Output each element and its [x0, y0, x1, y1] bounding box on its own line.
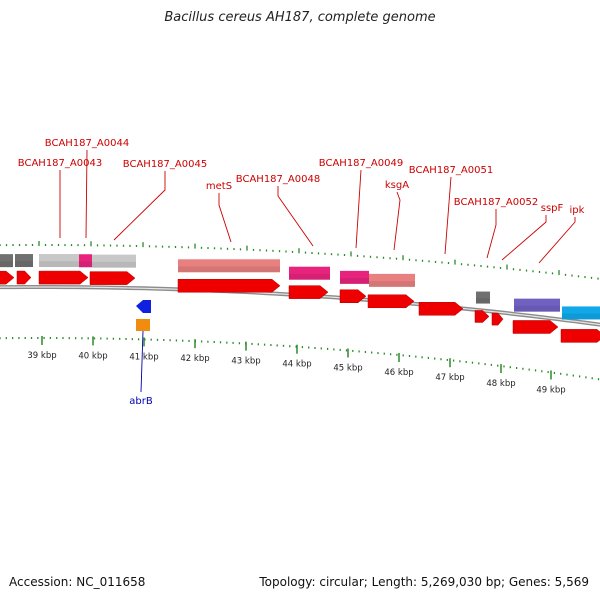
feature-pink-b	[289, 266, 330, 280]
gene-label: ipk	[570, 205, 585, 216]
feature-pink-a	[79, 254, 92, 268]
gene-label: BCAH187_A0048	[236, 174, 320, 185]
gene-label: BCAH187_A0044	[45, 138, 129, 149]
gene-arrow	[418, 302, 464, 316]
feature-pink-c	[340, 270, 369, 284]
gene-arrow	[491, 312, 504, 326]
scale-label: 48 kbp	[486, 379, 515, 389]
label-leader	[218, 193, 232, 243]
feature-gray-a-shade	[0, 261, 13, 268]
feature-gray-b-shade	[15, 261, 33, 268]
feature-lightgray-b-shade	[92, 261, 136, 268]
scale-label: 45 kbp	[333, 364, 362, 374]
feature-gray-c	[476, 291, 490, 304]
gene-label: BCAH187_A0052	[454, 197, 538, 208]
feature-lightgray-a-shade	[39, 261, 79, 268]
topology-text: Topology: circular; Length: 5,269,030 bp…	[259, 575, 589, 589]
label-leader	[113, 171, 166, 241]
label-leader	[355, 169, 362, 249]
scale-label: 47 kbp	[435, 373, 464, 383]
gene-label: abrB	[129, 396, 153, 407]
scale-label: 44 kbp	[282, 360, 311, 370]
gene-arrow	[288, 285, 329, 299]
gene-arrow	[512, 320, 559, 334]
scale-label: 42 kbp	[180, 354, 209, 364]
gene-label: metS	[206, 181, 232, 192]
feature-pink-b-shade	[289, 273, 330, 280]
gene-arrow	[560, 329, 600, 343]
gene-arrow	[339, 289, 367, 304]
scale-label: 46 kbp	[384, 368, 413, 378]
gene-arrow	[16, 270, 32, 285]
gene-label: BCAH187_A0045	[123, 159, 207, 170]
feature-cyan	[562, 306, 600, 320]
label-leader	[85, 149, 88, 239]
feature-ksgA	[369, 273, 415, 287]
feature-orange	[136, 319, 150, 331]
gene-arrow	[177, 279, 281, 293]
label-leader	[277, 186, 314, 247]
feature-gray-c-shade	[476, 298, 490, 304]
scale-label: 39 kbp	[27, 351, 56, 361]
label-leader	[486, 209, 497, 259]
feature-gray-a	[0, 254, 13, 268]
feature-metS-shade	[178, 266, 280, 273]
label-leader	[444, 176, 452, 255]
scale-label: 49 kbp	[536, 385, 565, 395]
gene-arrow	[367, 294, 415, 309]
gene-label: BCAH187_A0051	[409, 165, 493, 176]
feature-ksgA-shade	[369, 281, 415, 287]
gene-arrow	[38, 270, 89, 285]
gene-arrow	[474, 310, 490, 323]
feature-gray-b	[15, 254, 33, 268]
feature-pink-c-shade	[340, 278, 369, 284]
label-leader	[140, 330, 144, 393]
scale-label: 41 kbp	[129, 352, 158, 362]
gene-label: ksgA	[385, 180, 409, 191]
gene-label: BCAH187_A0049	[319, 158, 403, 169]
label-leader	[393, 191, 401, 251]
feature-pink-a-shade	[79, 261, 92, 268]
feature-metS	[178, 259, 280, 273]
feature-purple-shade	[514, 305, 560, 312]
feature-abrB	[136, 300, 151, 313]
scale-label: 43 kbp	[231, 357, 260, 367]
feature-cyan-shade	[562, 313, 600, 320]
gene-label: BCAH187_A0043	[18, 158, 102, 169]
feature-purple	[514, 298, 560, 312]
map-title: Bacillus cereus AH187, complete genome	[164, 10, 436, 25]
label-leader	[501, 215, 547, 261]
gene-label: sspF	[541, 203, 564, 214]
feature-lightgray-a	[39, 254, 79, 268]
gene-arrow	[0, 270, 15, 285]
feature-lightgray-b	[92, 254, 136, 268]
label-leader	[538, 217, 576, 264]
accession-text: Accession: NC_011658	[9, 575, 146, 589]
scale-label: 40 kbp	[78, 351, 107, 361]
gene-arrow	[89, 271, 136, 285]
